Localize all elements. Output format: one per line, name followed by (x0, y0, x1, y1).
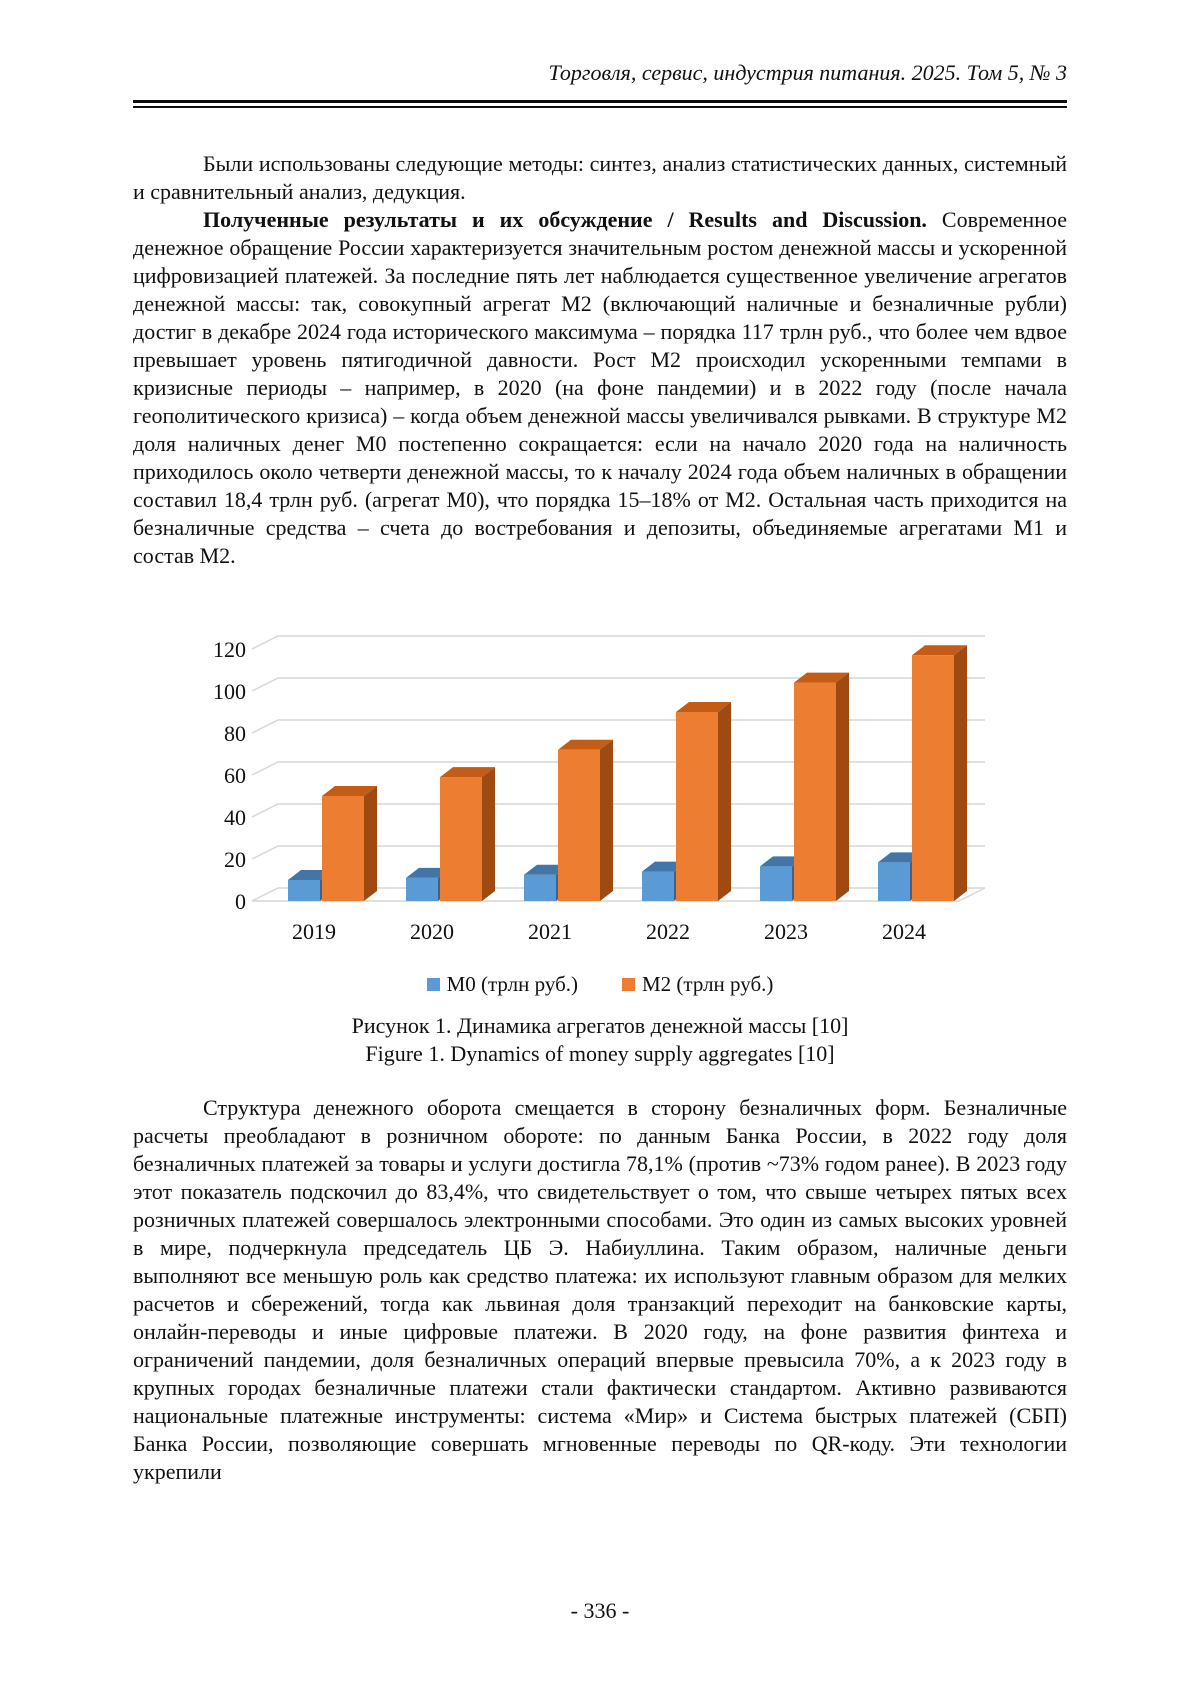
chart-legend: М0 (трлн руб.) М2 (трлн руб.) (200, 972, 1000, 997)
legend-label-m0: М0 (трлн руб.) (446, 972, 578, 996)
figure-captions: Рисунок 1. Динамика агрегатов денежной м… (133, 1012, 1067, 1068)
svg-text:20: 20 (224, 847, 246, 872)
svg-text:100: 100 (213, 679, 246, 704)
journal-header: Торговля, сервис, индустрия питания. 202… (548, 60, 1067, 85)
legend-swatch-m0-icon (426, 978, 440, 991)
page-number: - 336 - (570, 1598, 630, 1623)
svg-text:2020: 2020 (410, 919, 454, 944)
figure-caption-en: Figure 1. Dynamics of money supply aggre… (365, 1041, 835, 1066)
svg-text:2021: 2021 (528, 919, 572, 944)
figure-caption-ru: Рисунок 1. Динамика агрегатов денежной м… (351, 1013, 849, 1038)
svg-text:2024: 2024 (882, 919, 926, 944)
svg-text:120: 120 (213, 637, 246, 662)
svg-text:60: 60 (224, 763, 246, 788)
svg-text:0: 0 (235, 889, 246, 914)
legend-swatch-m2-icon (622, 978, 635, 991)
svg-text:40: 40 (224, 805, 246, 830)
results-body: Современное денежное обращение России ха… (133, 207, 1068, 568)
header-rule (133, 100, 1067, 108)
paragraph-results: Полученные результаты и их обсуждение / … (133, 206, 1067, 570)
paragraph-structure: Структура денежного оборота смещается в … (133, 1095, 1067, 1484)
body-text-block-2: Структура денежного оборота смещается в … (133, 1094, 1067, 1486)
svg-text:2023: 2023 (764, 919, 808, 944)
svg-text:2019: 2019 (292, 919, 336, 944)
svg-text:2022: 2022 (646, 919, 690, 944)
legend-item-m2: М2 (трлн руб.) (622, 972, 773, 997)
figure-1: 120 100 80 60 40 20 0 2019 2020 2021 2022 2023 2024 (200, 600, 1000, 960)
results-heading: Полученные результаты и их обсуждение / … (203, 207, 927, 232)
legend-label-m2: М2 (трлн руб.) (642, 972, 774, 996)
svg-text:80: 80 (224, 721, 246, 746)
paragraph-methods: Были использованы следующие методы: синт… (133, 151, 1067, 204)
money-supply-chart: 120 100 80 60 40 20 0 2019 2020 2021 2022 2023 2024 (213, 635, 986, 944)
legend-item-m0: М0 (трлн руб.) (426, 972, 578, 997)
body-text-block-1: Были использованы следующие методы: синт… (133, 150, 1067, 570)
